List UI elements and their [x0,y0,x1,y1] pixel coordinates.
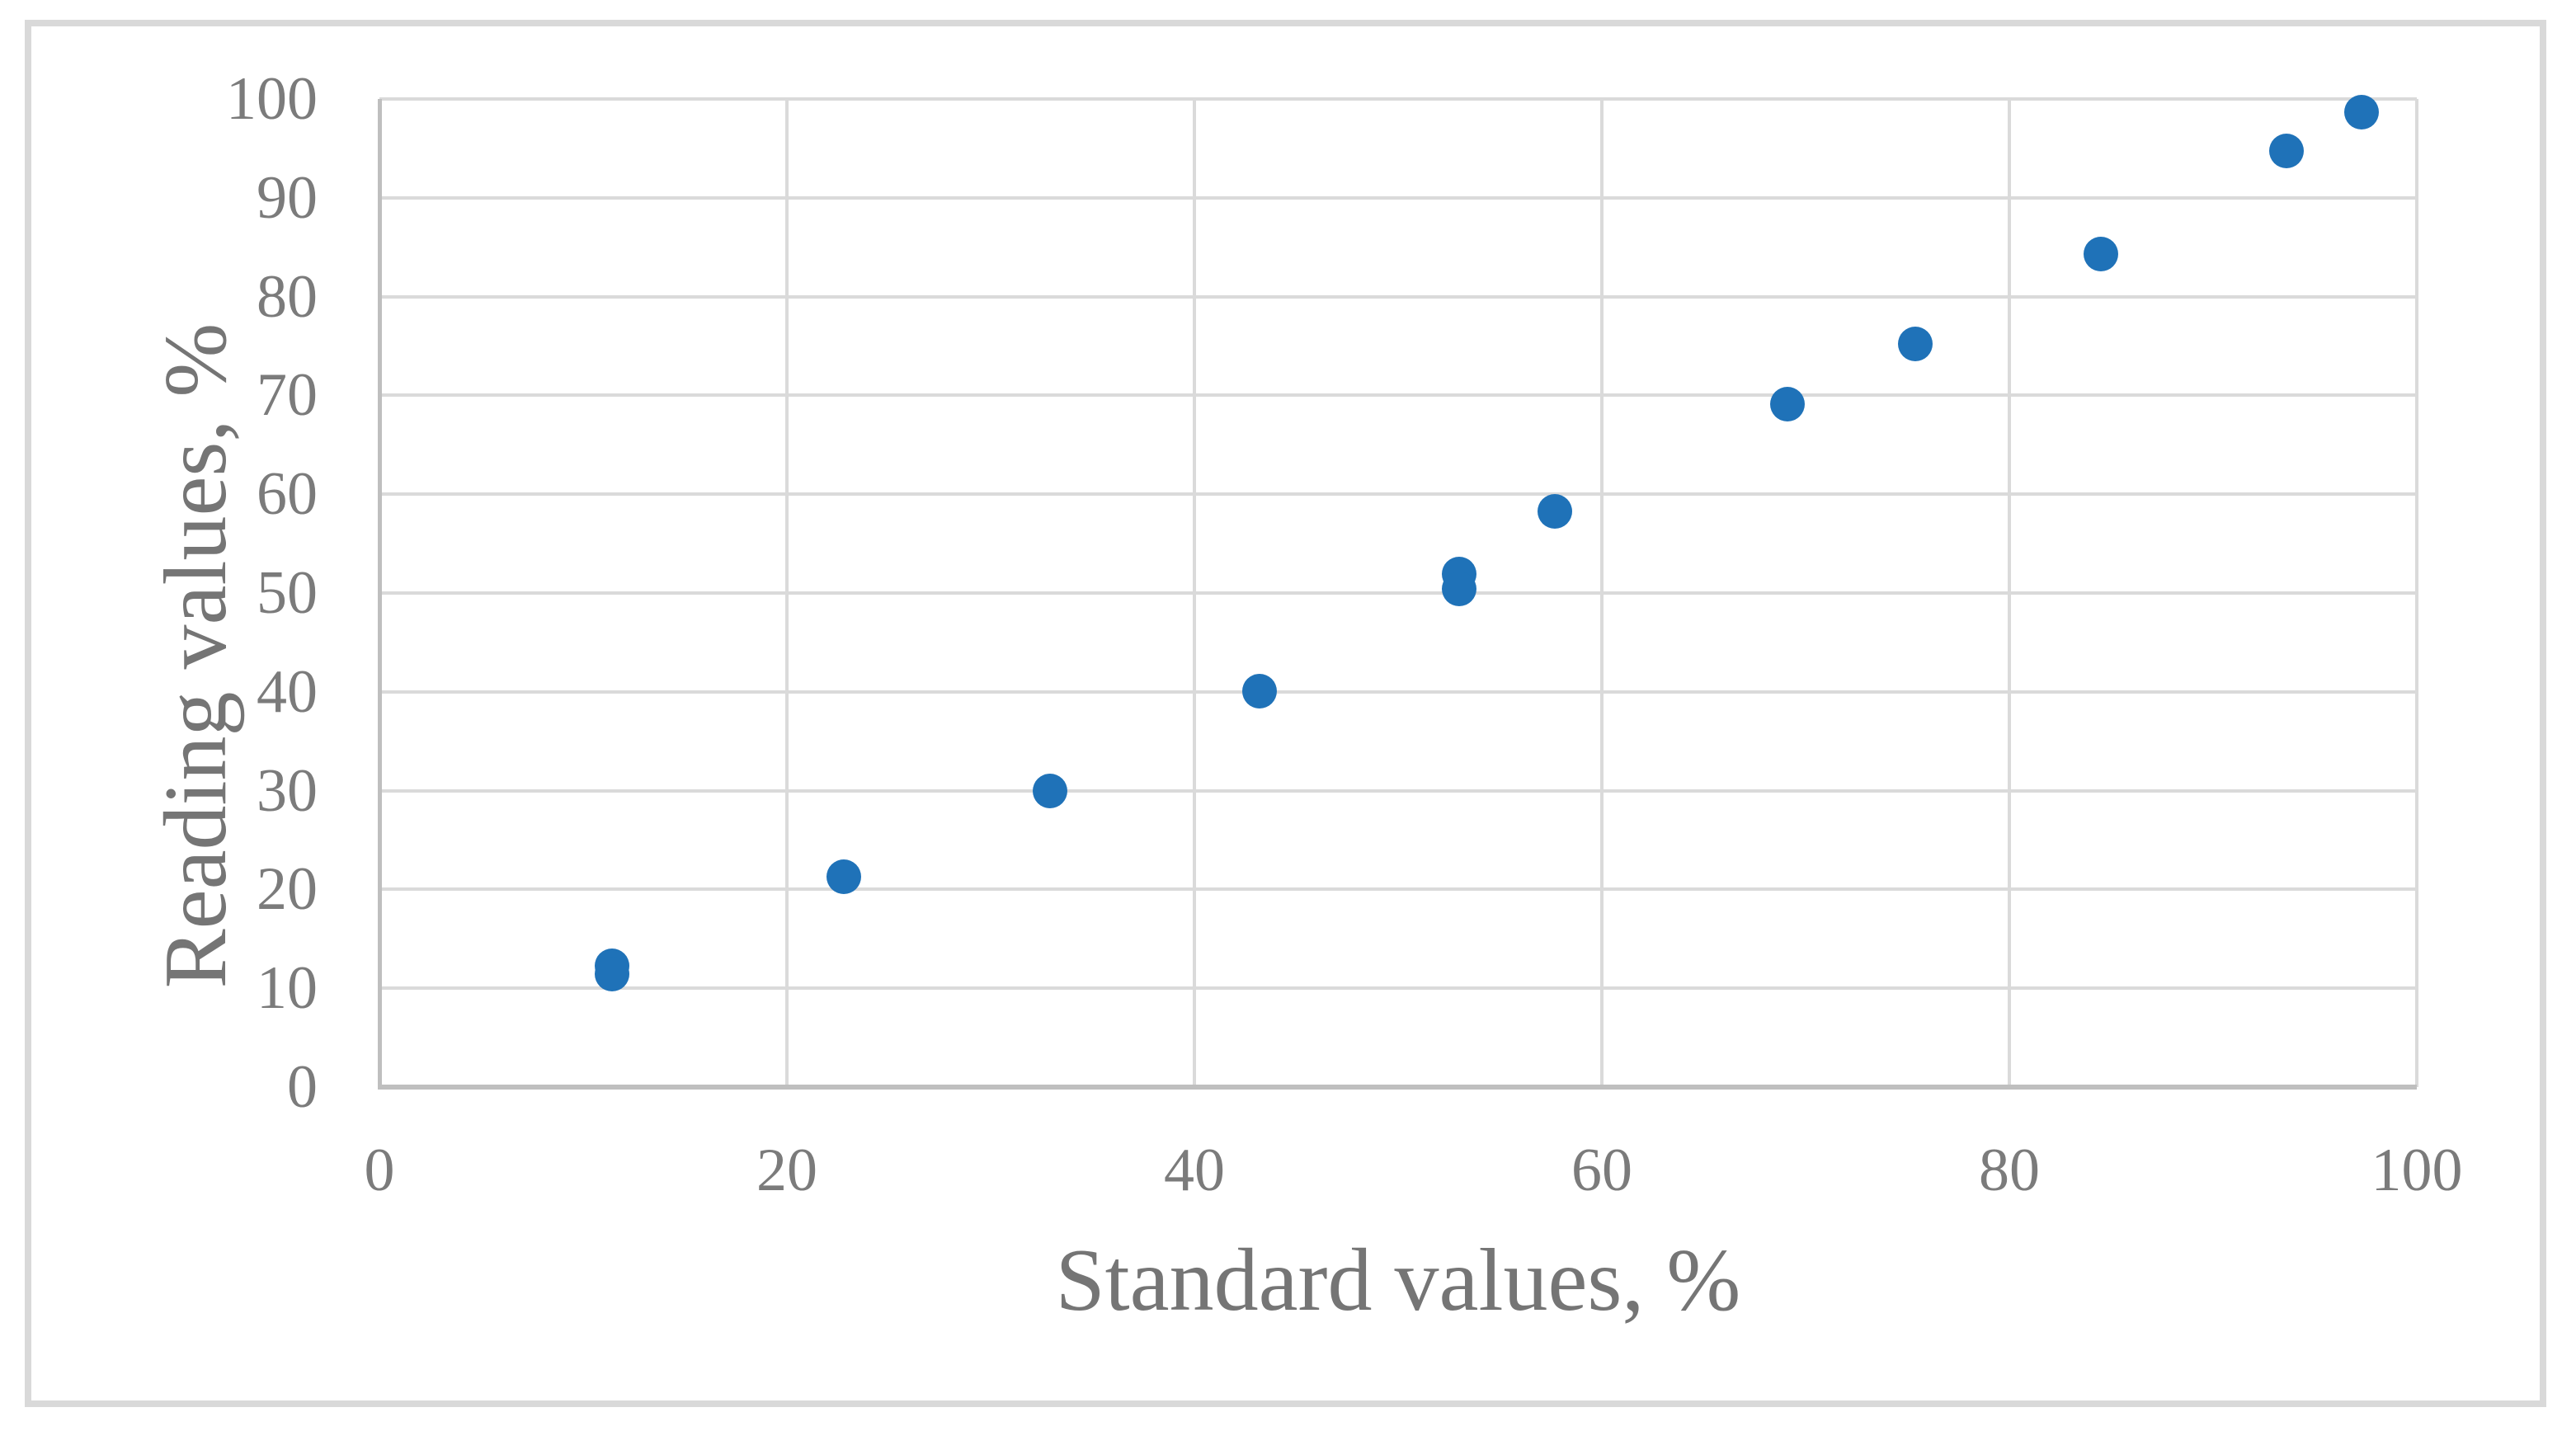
x-tick-label-100: 100 [2371,1137,2463,1204]
x-tick-label-0: 0 [364,1137,395,1204]
y-tick-label-20: 20 [257,855,318,924]
x-tick-label-60: 60 [1571,1137,1632,1204]
data-point-10 [2084,237,2119,272]
y-tick-label-10: 10 [257,954,318,1023]
figure-border [25,20,2546,1407]
y-tick-label-0: 0 [287,1053,318,1121]
data-point-9 [1898,327,1933,362]
y-tick-label-30: 30 [257,756,318,825]
data-point-8 [1769,387,1805,422]
y-tick-label-90: 90 [257,163,318,232]
data-point-1 [594,957,629,992]
h-gridline-30 [379,788,2417,793]
data-point-11 [2268,134,2304,169]
data-point-3 [1032,773,1067,808]
data-point-7 [1538,493,1573,529]
h-gridline-70 [379,393,2417,398]
h-gridline-80 [379,294,2417,299]
x-tick-label-20: 20 [756,1137,817,1204]
data-point-12 [2344,94,2380,129]
h-gridline-50 [379,591,2417,595]
y-tick-label-60: 60 [257,460,318,529]
y-tick-label-70: 70 [257,361,318,430]
y-tick-label-100: 100 [226,65,318,133]
plot-area [378,94,2418,1090]
y-tick-label-50: 50 [257,559,318,627]
h-gridline-10 [379,986,2417,991]
data-point-6 [1442,572,1477,607]
x-axis-title: Standard values, % [1055,1231,1741,1330]
v-gridline-100 [2415,99,2418,1087]
h-gridline-60 [379,492,2417,497]
x-tick-label-80: 80 [1979,1137,2040,1204]
h-gridline-20 [379,887,2417,892]
x-tick-label-40: 40 [1164,1137,1225,1204]
y-tick-label-40: 40 [257,657,318,726]
data-point-2 [826,859,862,894]
h-gridline-100 [379,97,2417,101]
x-axis-line [378,1085,2417,1090]
data-point-4 [1242,673,1278,708]
y-axis-line [378,99,382,1089]
y-tick-label-80: 80 [257,262,318,331]
h-gridline-90 [379,195,2417,200]
h-gridline-40 [379,690,2417,694]
y-axis-title: Reading values, % [147,322,245,989]
